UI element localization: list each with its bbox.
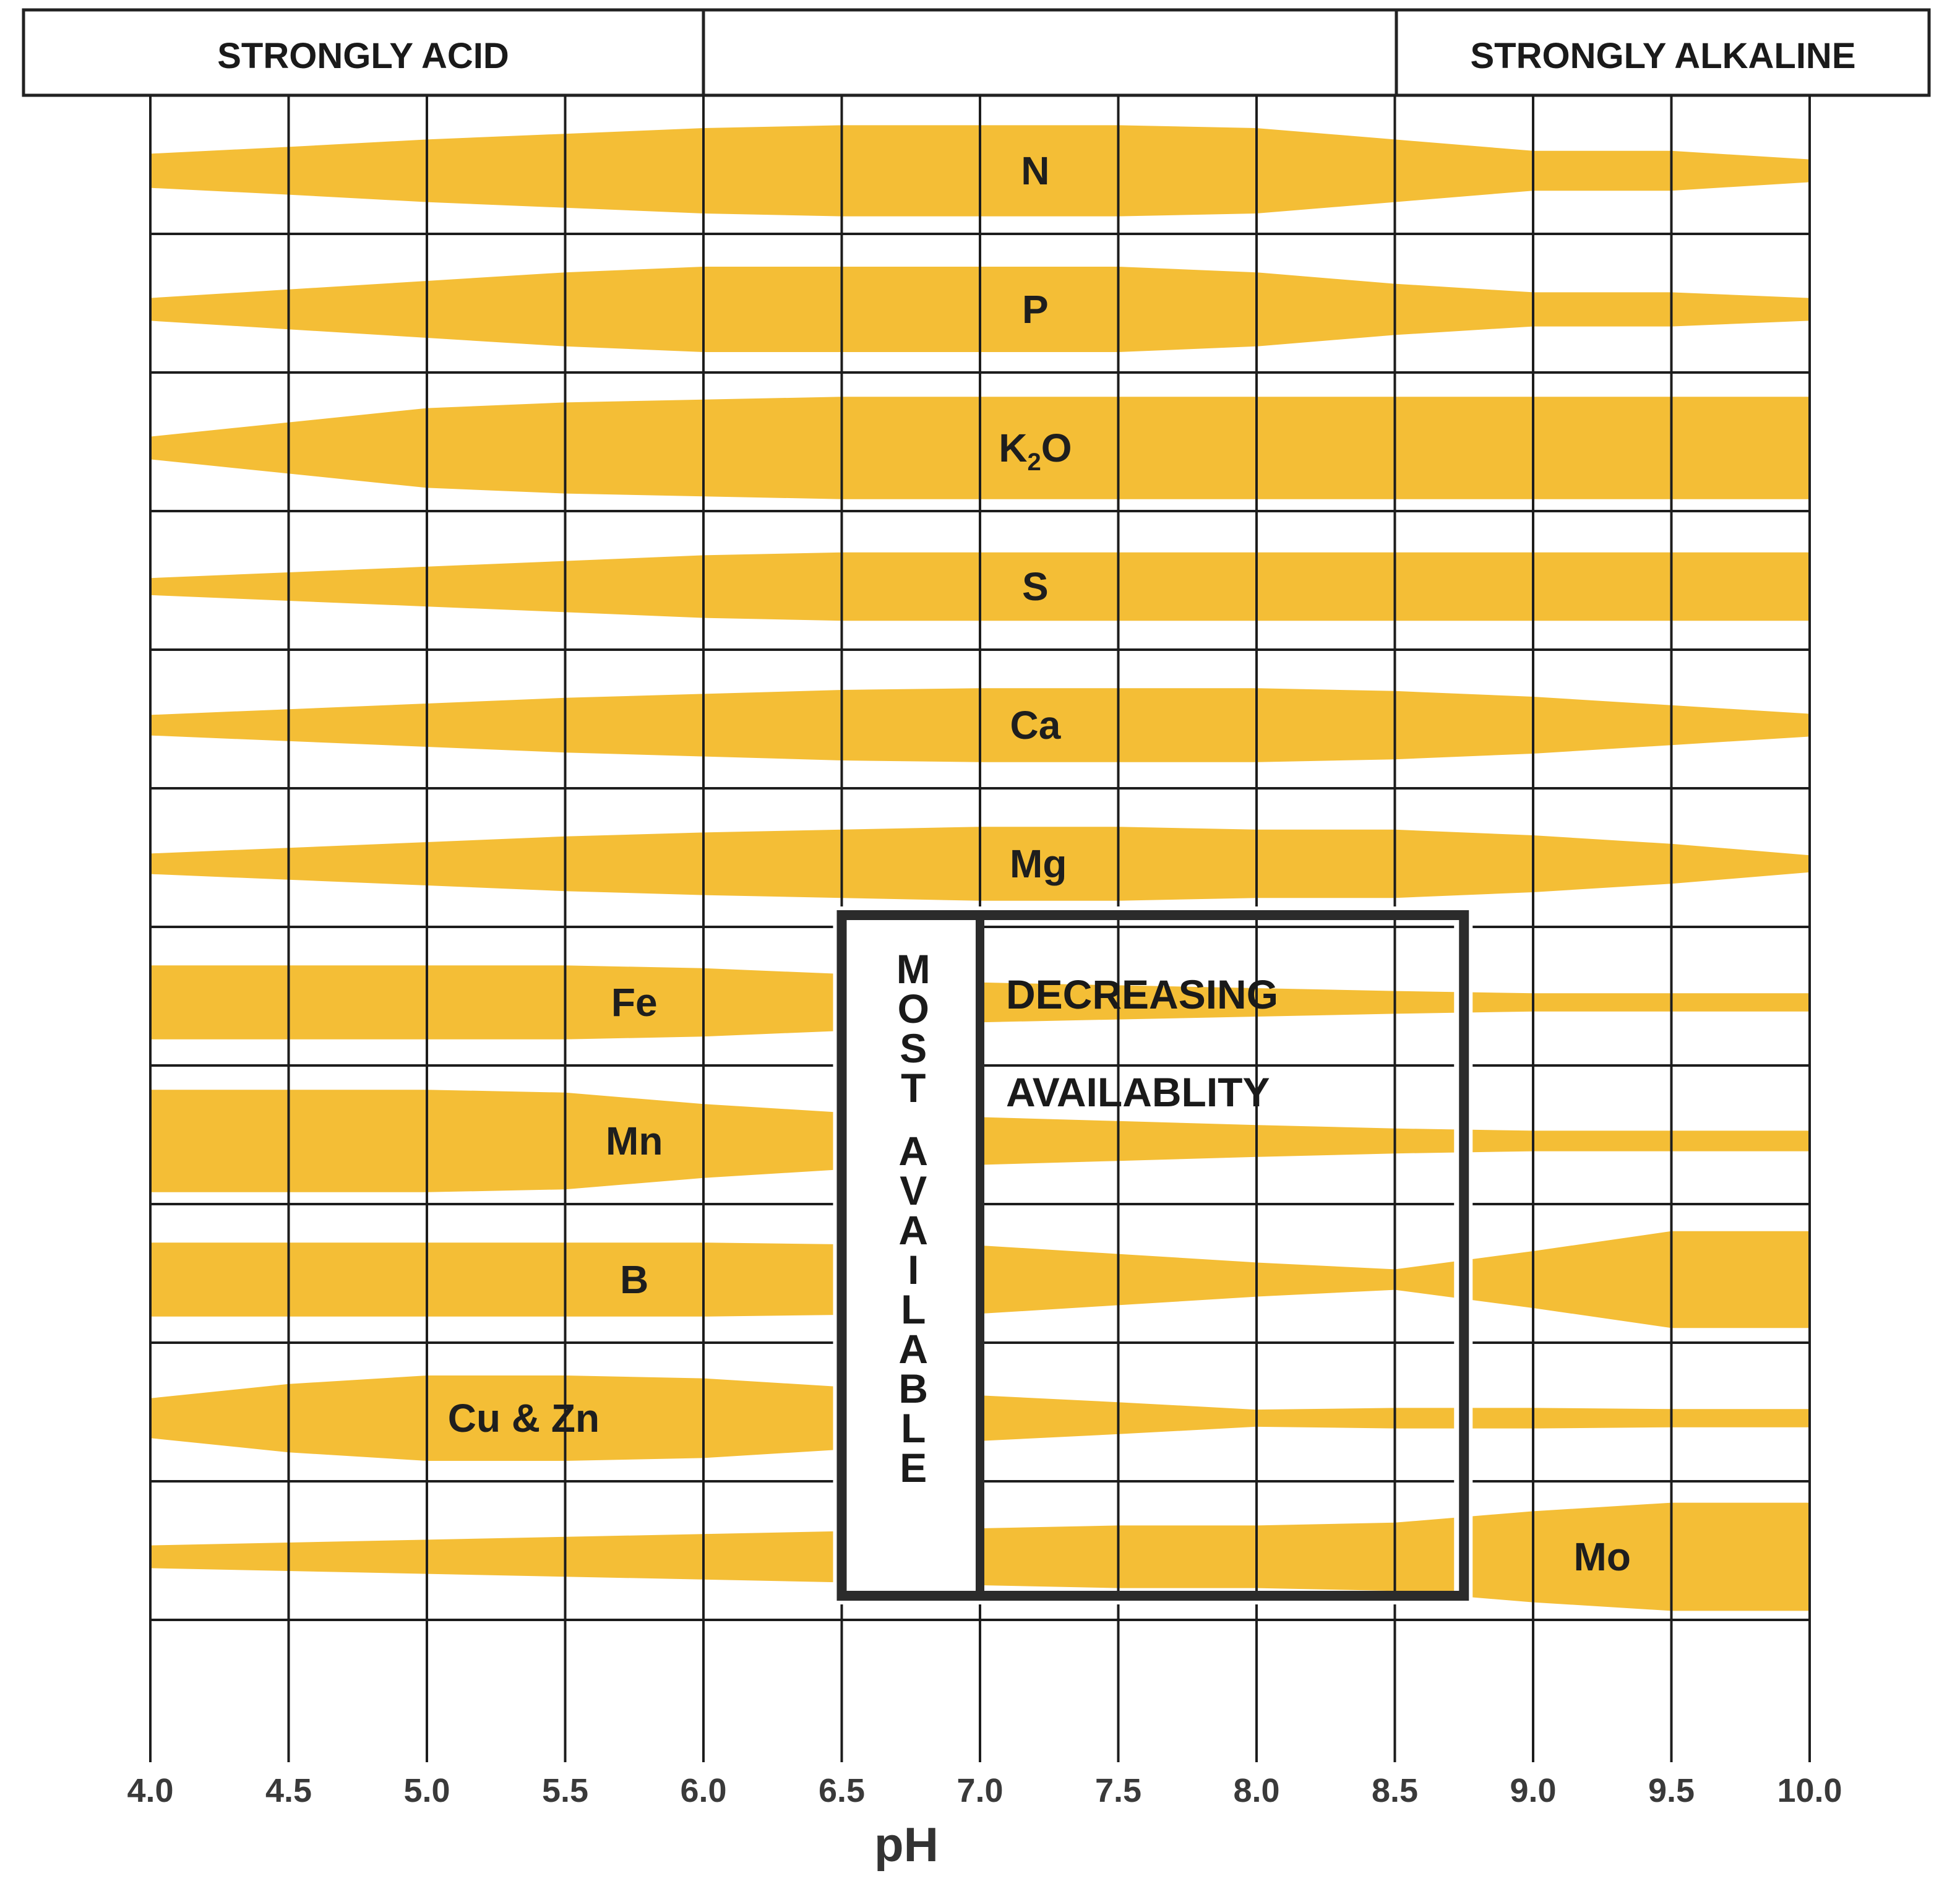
- most-available-letter: A: [898, 1207, 928, 1253]
- x-tick-label: 10.0: [1777, 1772, 1842, 1809]
- x-tick-label: 4.0: [127, 1772, 173, 1809]
- x-tick-label: 8.5: [1372, 1772, 1418, 1809]
- availability-label: AVAILABLITY: [1006, 1069, 1270, 1115]
- header-frame: [22, 8, 1931, 97]
- box-band-fragment: [984, 1117, 1455, 1165]
- label-mg: Mg: [1010, 842, 1067, 886]
- x-tick-label: 9.0: [1510, 1772, 1556, 1809]
- label-ca: Ca: [1010, 703, 1060, 747]
- most-available-letter: S: [900, 1025, 927, 1071]
- label-fe: Fe: [611, 980, 658, 1025]
- label-k2o: K2O: [999, 426, 1072, 476]
- most-available-letter: I: [908, 1247, 919, 1293]
- label-mn: Mn: [606, 1119, 663, 1163]
- x-tick-label: 8.0: [1233, 1772, 1279, 1809]
- most-available-letter: T: [901, 1065, 926, 1111]
- label-cu-zn: Cu & Zn: [448, 1396, 600, 1440]
- most-available-letter: A: [898, 1128, 928, 1174]
- x-tick-label: 5.5: [542, 1772, 588, 1809]
- box-band-fragment: [984, 1517, 1455, 1596]
- x-tick-label: 7.5: [1095, 1772, 1141, 1809]
- header-bar: STRONGLY ACID STRONGLY ALKALINE: [22, 8, 1931, 97]
- box-frame: [836, 910, 1469, 1601]
- box-band-fragment: [984, 1395, 1455, 1441]
- x-tick-label: 7.0: [956, 1772, 1003, 1809]
- label-n: N: [1021, 148, 1049, 193]
- most-available-letter: A: [898, 1326, 928, 1372]
- header-strongly-alkaline: STRONGLY ALKALINE: [1470, 36, 1855, 76]
- label-b: B: [620, 1257, 648, 1302]
- x-tick-label: 5.0: [403, 1772, 450, 1809]
- most-available-panel: [846, 920, 976, 1591]
- x-axis-label: pH: [874, 1817, 939, 1872]
- label-s: S: [1022, 564, 1049, 609]
- x-tick-labels: 4.0 4.5 5.0 5.5 6.0 6.5 7.0 7.5 8.0 8.5 9.0 9.5 10.0: [127, 1772, 1842, 1809]
- label-p: P: [1022, 287, 1049, 332]
- most-available-letter: E: [900, 1445, 927, 1491]
- x-tick-label: 9.5: [1648, 1772, 1695, 1809]
- most-available-letter: B: [898, 1366, 928, 1411]
- most-available-letter: L: [901, 1286, 926, 1332]
- decreasing-label: DECREASING: [1006, 971, 1278, 1017]
- nutrient-labels: N P K2O S Ca Mg Fe Mn B Cu & Zn Mo: [448, 148, 1631, 1579]
- most-available-letter: M: [896, 946, 931, 992]
- box-band-fragment: [984, 1246, 1455, 1314]
- x-tick-label: 4.5: [265, 1772, 312, 1809]
- box-band-fragment: [984, 982, 1455, 1023]
- most-available-letter: V: [900, 1168, 927, 1213]
- x-tick-label: 6.0: [680, 1772, 726, 1809]
- header-strongly-acid: STRONGLY ACID: [217, 36, 509, 76]
- x-tick-label: 6.5: [819, 1772, 865, 1809]
- most-available-letter: O: [898, 986, 929, 1031]
- most-available-letter: L: [901, 1405, 926, 1451]
- label-mo: Mo: [1574, 1534, 1631, 1579]
